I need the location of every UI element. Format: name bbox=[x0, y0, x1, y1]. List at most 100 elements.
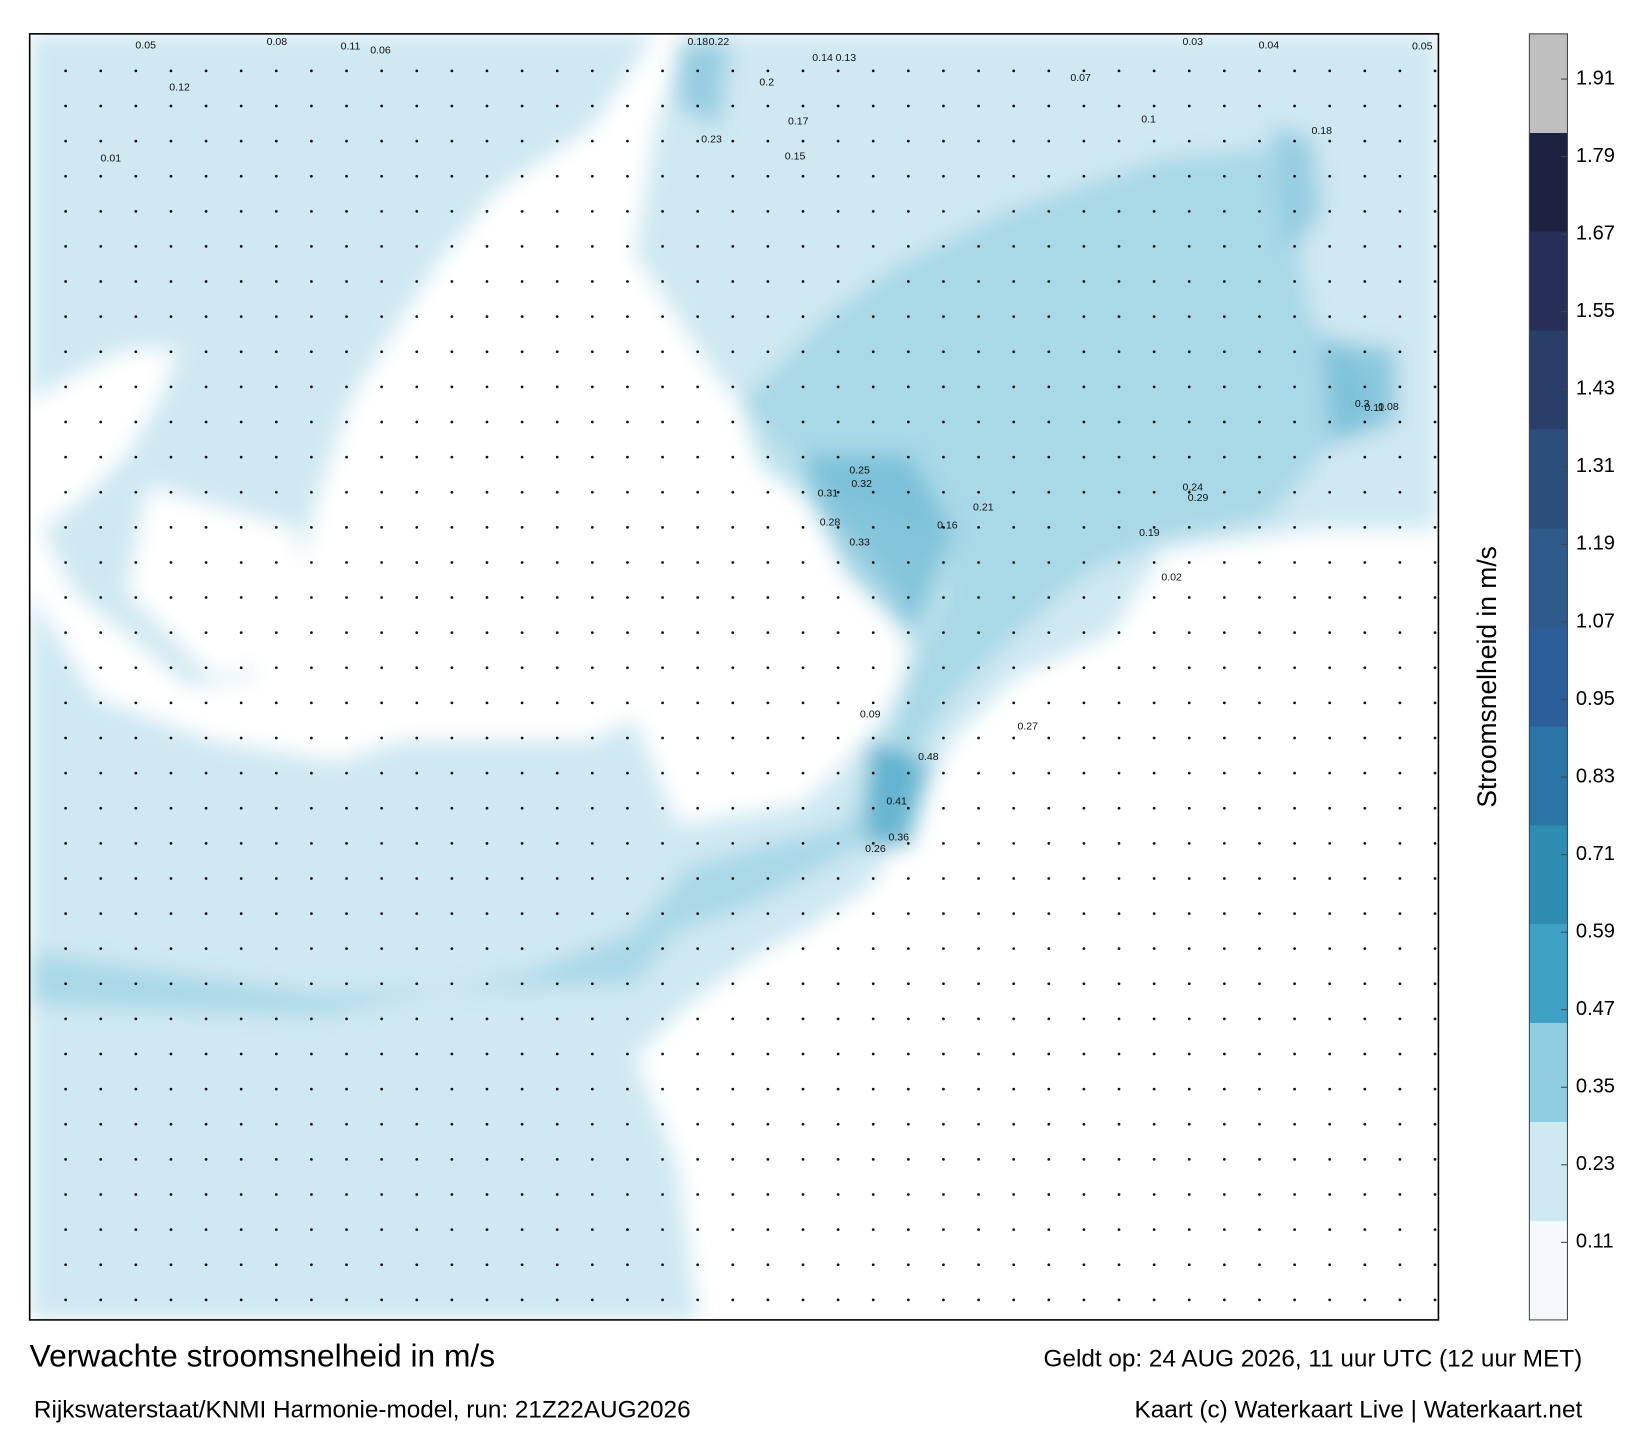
grid-dot bbox=[1328, 666, 1332, 670]
grid-dot bbox=[696, 701, 700, 705]
grid-dot bbox=[661, 771, 664, 775]
grid-dot bbox=[836, 771, 840, 775]
grid-dot bbox=[731, 982, 735, 986]
grid-dot bbox=[1012, 104, 1016, 108]
grid-dot bbox=[134, 806, 138, 810]
grid-dot bbox=[1082, 245, 1086, 248]
grid-dot bbox=[731, 104, 735, 108]
grid-dot bbox=[134, 69, 138, 73]
grid-dot bbox=[1433, 525, 1437, 529]
grid-dot bbox=[977, 771, 980, 775]
grid-dot bbox=[1152, 982, 1156, 986]
grid-dot bbox=[450, 1122, 454, 1126]
grid-dot bbox=[450, 701, 454, 705]
grid-dot bbox=[274, 1228, 278, 1231]
grid-dot bbox=[485, 947, 489, 951]
grid-dot bbox=[1012, 315, 1016, 319]
grid-dot bbox=[836, 596, 840, 599]
grid-dot bbox=[1398, 209, 1402, 213]
grid-dot bbox=[204, 1017, 208, 1021]
grid-dot bbox=[380, 841, 384, 845]
grid-dot bbox=[1082, 174, 1086, 178]
grid-dot bbox=[99, 420, 103, 424]
grid-dot bbox=[906, 280, 910, 283]
grid-dot bbox=[310, 596, 313, 599]
grid-dot bbox=[1328, 420, 1332, 424]
grid-dot bbox=[590, 1052, 594, 1056]
grid-dot bbox=[696, 104, 700, 108]
grid-dot bbox=[942, 174, 945, 178]
grid-dot bbox=[1363, 420, 1367, 424]
grid-dot bbox=[520, 666, 524, 670]
grid-dot bbox=[1047, 947, 1051, 951]
grid-dot bbox=[99, 701, 103, 705]
grid-dot bbox=[485, 701, 489, 705]
grid-dot bbox=[1152, 666, 1156, 670]
grid-dot bbox=[520, 245, 524, 248]
grid-dot bbox=[906, 525, 910, 529]
grid-dot bbox=[310, 947, 313, 951]
grid-dot bbox=[1328, 1193, 1332, 1196]
grid-dot bbox=[1328, 490, 1332, 494]
grid-dot bbox=[942, 490, 945, 494]
grid-dot bbox=[555, 280, 559, 283]
grid-dot bbox=[731, 561, 735, 564]
grid-dot bbox=[871, 420, 875, 424]
grid-dot bbox=[1328, 385, 1332, 389]
grid-dot bbox=[696, 947, 700, 951]
grid-dot bbox=[1047, 1263, 1051, 1267]
grid-dot bbox=[1363, 631, 1367, 635]
grid-dot bbox=[380, 947, 384, 951]
grid-dot bbox=[64, 280, 68, 283]
grid-dot bbox=[1152, 1017, 1156, 1021]
current-label: 0.08 bbox=[1378, 401, 1399, 413]
grid-dot bbox=[1117, 69, 1121, 73]
grid-dot bbox=[977, 666, 980, 670]
grid-dot bbox=[239, 701, 243, 705]
grid-dot bbox=[1222, 1157, 1226, 1161]
grid-dot bbox=[1187, 385, 1191, 389]
grid-dot bbox=[590, 1193, 594, 1196]
grid-dot bbox=[1363, 209, 1367, 213]
grid-dot bbox=[64, 912, 68, 915]
grid-dot bbox=[345, 350, 348, 354]
grid-dot bbox=[1363, 1157, 1367, 1161]
grid-dot bbox=[906, 666, 910, 670]
grid-dot bbox=[64, 841, 68, 845]
grid-dot bbox=[485, 771, 489, 775]
grid-dot bbox=[766, 982, 770, 986]
grid-dot bbox=[942, 104, 945, 108]
grid-dot bbox=[380, 1122, 384, 1126]
grid-dot bbox=[204, 631, 208, 635]
grid-dot bbox=[1258, 385, 1261, 389]
grid-dot bbox=[1222, 666, 1226, 670]
grid-dot bbox=[801, 1052, 805, 1056]
grid-dot bbox=[415, 947, 419, 951]
grid-dot bbox=[1398, 1193, 1402, 1196]
grid-dot bbox=[590, 631, 594, 635]
grid-dot bbox=[345, 69, 348, 73]
grid-dot bbox=[766, 1157, 770, 1161]
current-label: 0.09 bbox=[860, 709, 881, 721]
grid-dot bbox=[1258, 1298, 1261, 1302]
grid-dot bbox=[274, 315, 278, 319]
grid-dot bbox=[977, 385, 980, 389]
grid-dot bbox=[1082, 280, 1086, 283]
grid-dot bbox=[942, 947, 945, 951]
grid-dot bbox=[661, 455, 664, 459]
grid-dot bbox=[1082, 596, 1086, 599]
grid-dot bbox=[555, 596, 559, 599]
grid-dot bbox=[1187, 1087, 1191, 1091]
grid-dot bbox=[169, 350, 173, 354]
grid-dot bbox=[766, 280, 770, 283]
grid-dot bbox=[942, 525, 945, 529]
grid-dot bbox=[766, 1228, 770, 1231]
grid-dot bbox=[274, 1193, 278, 1196]
grid-dot bbox=[836, 841, 840, 845]
grid-dot bbox=[555, 69, 559, 73]
grid-dot bbox=[169, 490, 173, 494]
grid-dot bbox=[1328, 736, 1332, 740]
grid-dot bbox=[696, 1087, 700, 1091]
grid-dot bbox=[310, 736, 313, 740]
grid-dot bbox=[169, 1193, 173, 1196]
